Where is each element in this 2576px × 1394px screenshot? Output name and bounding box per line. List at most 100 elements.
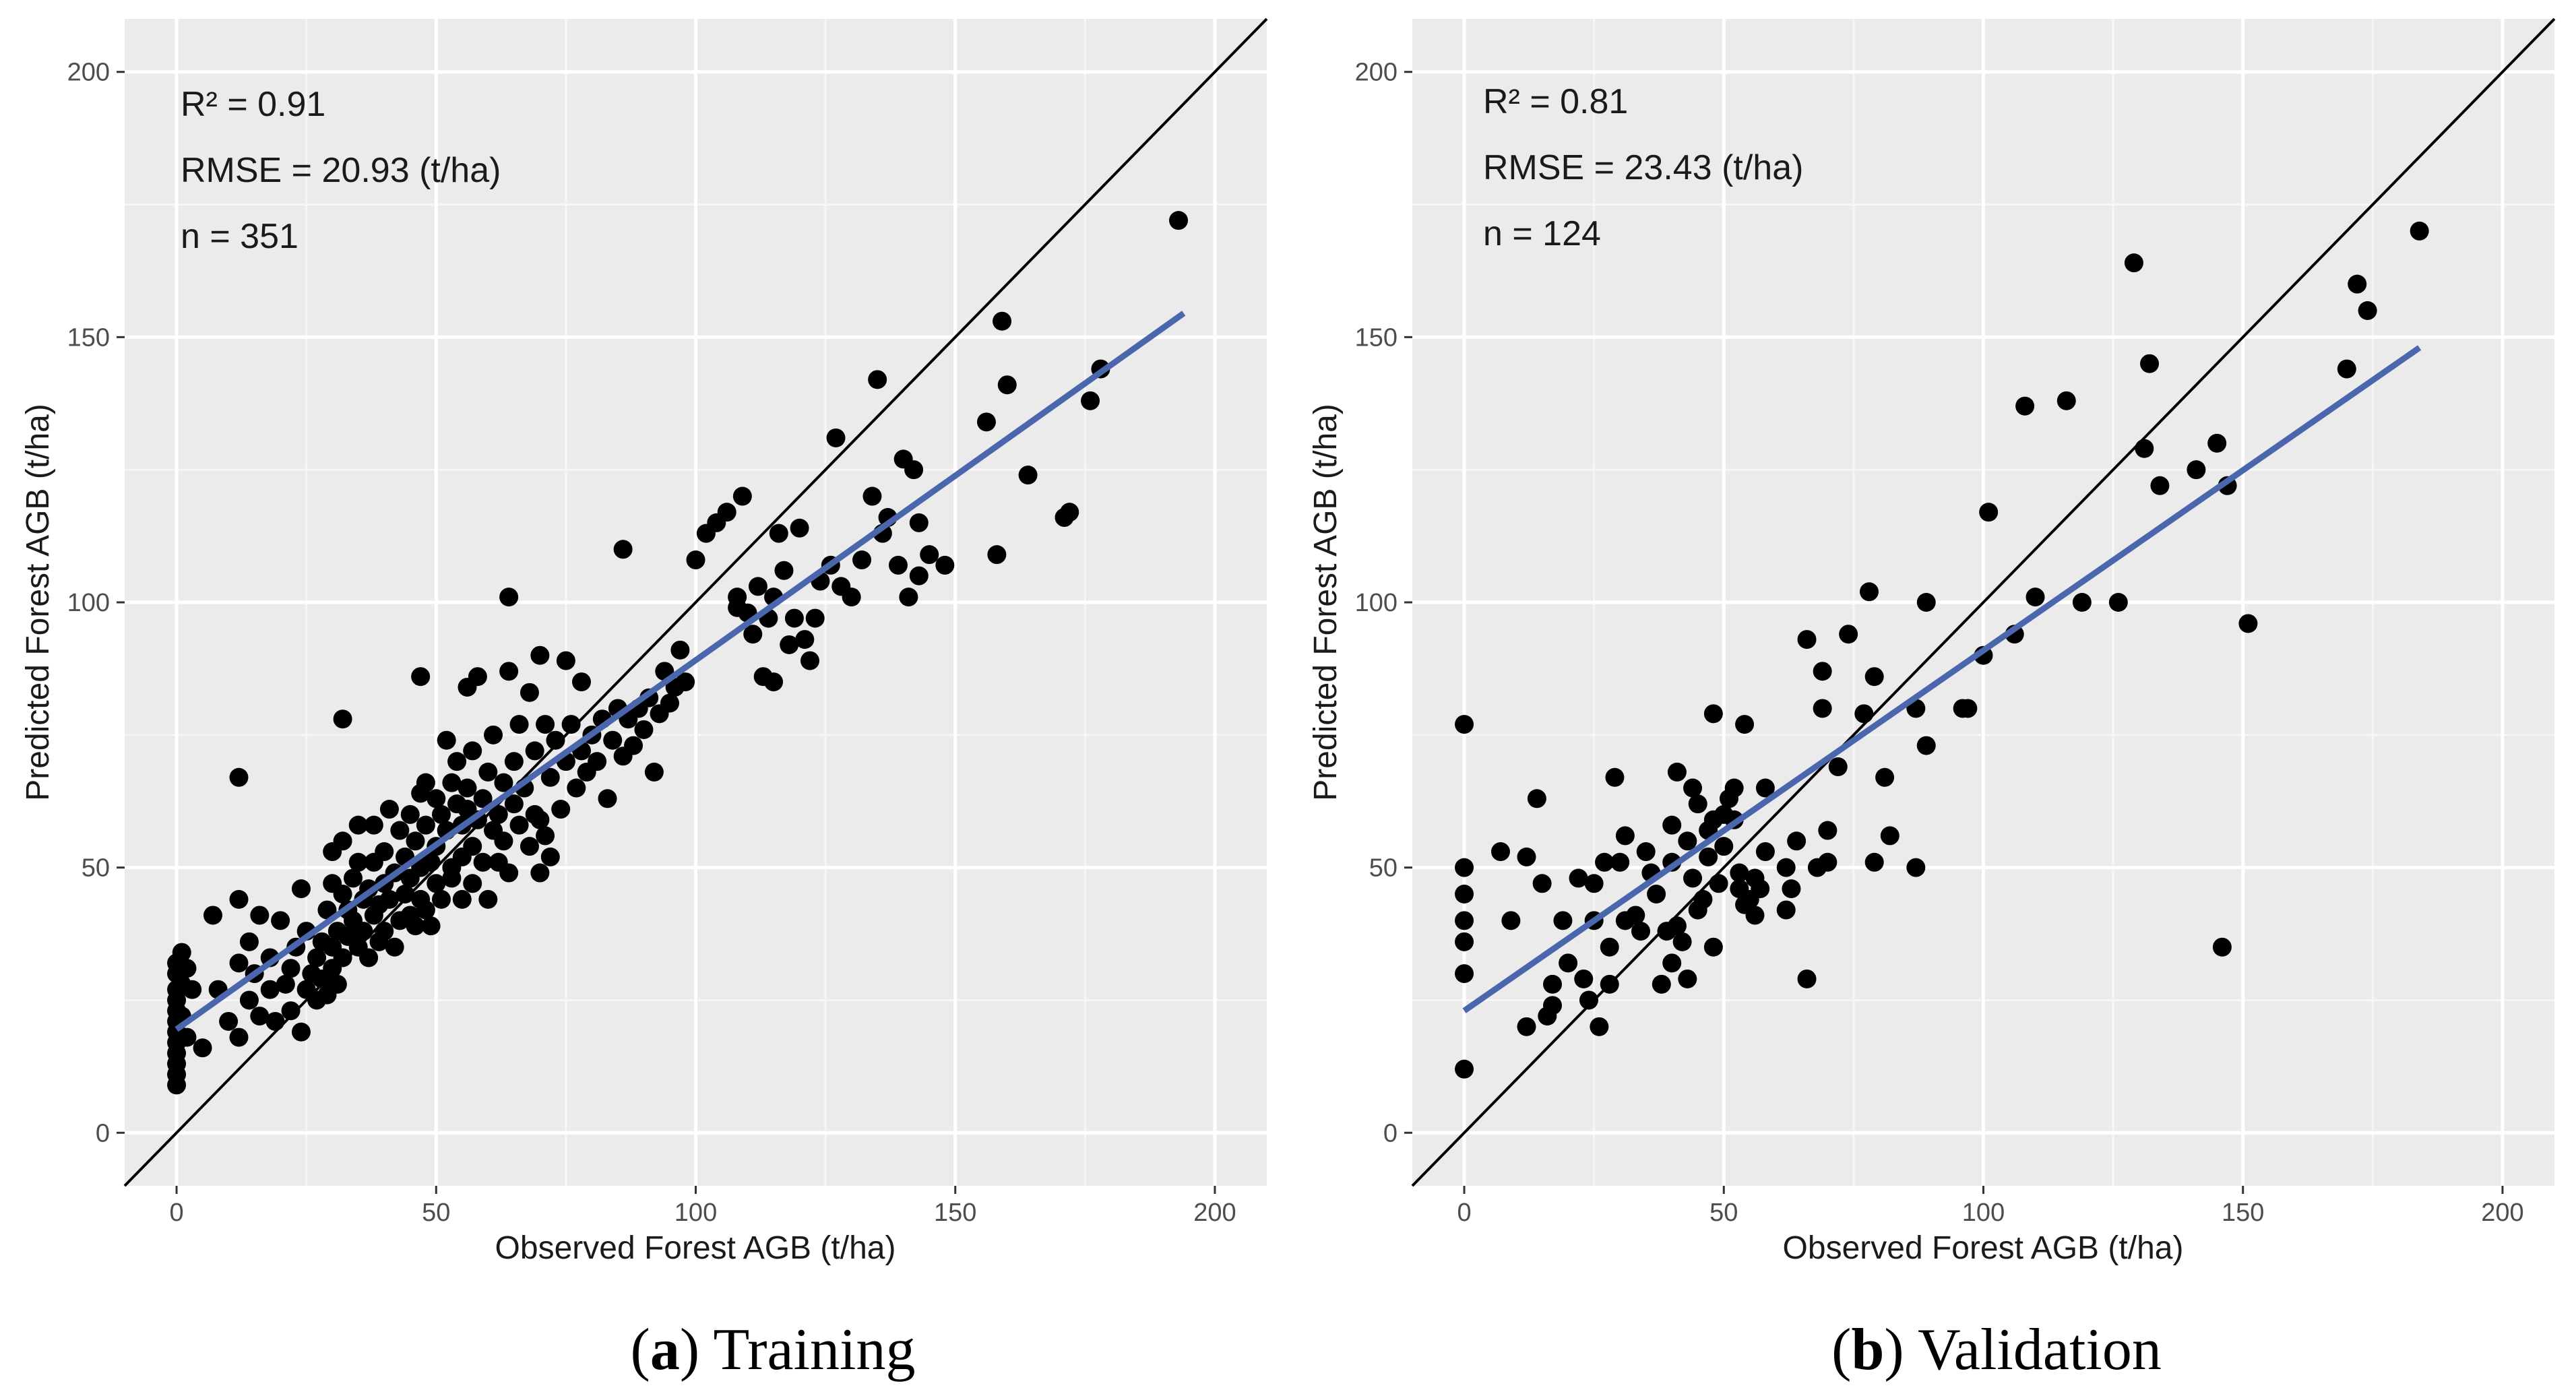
data-point xyxy=(463,837,482,856)
data-point xyxy=(1490,842,1510,862)
data-point xyxy=(567,778,586,798)
data-point xyxy=(473,852,493,872)
data-point xyxy=(478,762,498,782)
fit-line xyxy=(175,311,1186,1032)
data-point xyxy=(379,889,399,909)
y-tick-label: 100 xyxy=(1355,589,1397,617)
data-point xyxy=(1755,778,1775,798)
data-point xyxy=(1776,858,1796,877)
data-point xyxy=(504,752,524,771)
data-point xyxy=(1787,831,1807,851)
data-point xyxy=(1600,974,1619,994)
data-point xyxy=(354,922,373,941)
data-point xyxy=(1730,863,1749,883)
data-point xyxy=(774,561,794,580)
data-point xyxy=(748,577,767,596)
caption-text: Validation xyxy=(1918,1317,2162,1383)
data-point xyxy=(1818,852,1837,872)
data-point xyxy=(546,730,565,750)
x-tick-label: 150 xyxy=(2222,1199,2264,1227)
data-point xyxy=(1916,736,1936,755)
data-point xyxy=(1714,837,1734,856)
data-point xyxy=(920,545,939,565)
data-point xyxy=(1590,1017,1609,1036)
data-point xyxy=(260,980,280,999)
data-point xyxy=(644,762,664,782)
data-point xyxy=(317,900,337,920)
data-point xyxy=(1574,969,1594,988)
data-point xyxy=(997,375,1017,395)
data-point xyxy=(291,1022,311,1042)
n-annotation: n = 351 xyxy=(181,217,299,256)
data-point xyxy=(177,1027,197,1047)
x-tick-label: 100 xyxy=(1962,1199,2005,1227)
data-point xyxy=(743,625,763,644)
x-tick-label: 0 xyxy=(1457,1199,1471,1227)
data-point xyxy=(375,922,394,941)
data-point xyxy=(499,662,519,681)
data-point xyxy=(588,752,607,771)
data-point xyxy=(2187,460,2206,480)
data-point xyxy=(229,767,249,787)
data-point xyxy=(1543,996,1563,1015)
data-point xyxy=(1169,211,1189,230)
data-point xyxy=(1652,974,1671,994)
data-point xyxy=(1647,885,1666,904)
fit-line xyxy=(1462,345,2422,1013)
y-tick-label: 200 xyxy=(1355,59,1397,87)
data-point xyxy=(1906,858,1926,877)
data-point xyxy=(416,900,435,920)
data-point xyxy=(1813,662,1832,681)
regression-line xyxy=(1462,345,2422,1013)
data-point xyxy=(1745,906,1765,925)
data-point xyxy=(1615,826,1635,846)
data-point xyxy=(416,773,435,792)
data-point xyxy=(344,868,363,888)
x-axis-title: Observed Forest AGB (t/ha) xyxy=(1783,1230,2184,1266)
data-point xyxy=(1667,916,1687,936)
data-point xyxy=(624,736,643,755)
data-point xyxy=(530,863,550,883)
y-tick-label: 0 xyxy=(1383,1119,1397,1147)
data-point xyxy=(390,821,410,840)
data-point xyxy=(1501,911,1521,930)
data-point xyxy=(229,1027,249,1047)
data-point xyxy=(769,524,788,543)
data-point xyxy=(499,588,519,607)
data-point xyxy=(993,311,1012,331)
data-point xyxy=(1699,847,1718,866)
x-tick-label: 50 xyxy=(1709,1199,1738,1227)
data-point xyxy=(1455,911,1474,930)
data-point xyxy=(784,608,804,628)
data-point xyxy=(780,635,799,654)
data-point xyxy=(732,486,752,506)
data-point xyxy=(2337,359,2356,379)
data-point xyxy=(935,555,955,575)
data-point xyxy=(411,667,431,687)
data-point xyxy=(333,831,352,851)
data-point xyxy=(1631,922,1650,941)
y-tick-label: 0 xyxy=(96,1119,110,1147)
data-point xyxy=(307,948,327,968)
data-point xyxy=(1667,762,1687,782)
data-point xyxy=(1018,466,1038,485)
data-point xyxy=(1455,932,1474,951)
data-point xyxy=(1818,821,1837,840)
data-point xyxy=(795,630,815,650)
data-point xyxy=(1860,582,1879,602)
data-point xyxy=(463,874,482,893)
reference-line xyxy=(1411,18,2556,1187)
y-tick-label: 50 xyxy=(82,854,110,883)
data-point xyxy=(2108,593,2128,612)
data-point xyxy=(1569,868,1588,888)
x-tick-label: 150 xyxy=(934,1199,976,1227)
data-point xyxy=(551,800,571,819)
data-point xyxy=(1782,879,1801,899)
data-point xyxy=(1672,932,1692,951)
x-tick-label: 100 xyxy=(674,1199,717,1227)
data-point xyxy=(463,741,482,761)
data-point xyxy=(1693,889,1713,909)
data-point xyxy=(250,1007,270,1026)
data-point xyxy=(172,943,191,962)
panel-caption: (a) Training xyxy=(631,1317,916,1383)
